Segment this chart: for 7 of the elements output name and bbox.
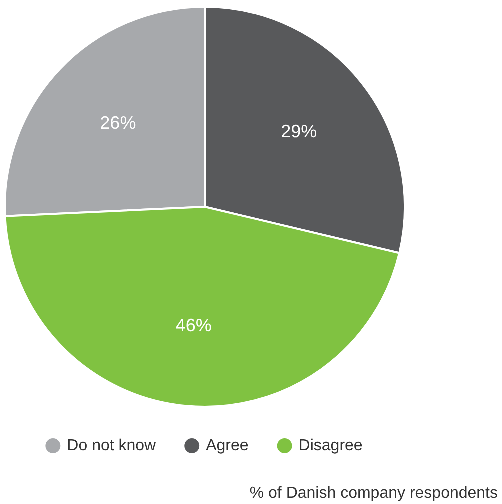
text: % of Danish company respondents bbox=[250, 485, 498, 502]
legend-label: Disagree bbox=[298, 437, 363, 454]
legend-label: Agree bbox=[206, 437, 249, 454]
data-label: 29% bbox=[281, 122, 318, 142]
legend-label: Do not know bbox=[67, 437, 157, 454]
data-label: 26% bbox=[100, 113, 136, 134]
data-label: 46% bbox=[176, 315, 212, 336]
